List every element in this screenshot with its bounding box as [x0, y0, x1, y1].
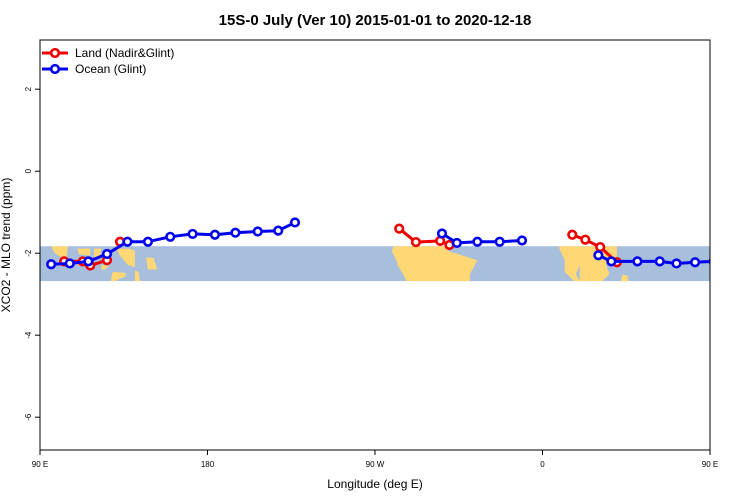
ocean-point — [187, 228, 198, 240]
ocean-point — [252, 226, 263, 237]
legend-marker-land — [49, 47, 61, 59]
land-series-line — [723, 259, 750, 266]
land-point — [580, 234, 591, 245]
y-tick-label: 0 — [24, 168, 33, 173]
ocean-point — [690, 257, 701, 268]
x-tick-label: 90 E — [32, 460, 48, 469]
chart-title: 15S-0 July (Ver 10) 2015-01-01 to 2020-1… — [219, 12, 532, 29]
x-tick-label: 180 — [201, 460, 215, 469]
x-tick-label: 90 E — [702, 460, 718, 469]
y-axis: 2 0 -2 -4 -6 — [24, 86, 40, 421]
y-tick-label: 2 — [24, 86, 33, 91]
land-mass — [740, 260, 750, 266]
ocean-point — [64, 258, 75, 269]
ocean-point — [436, 228, 448, 239]
plot-frame — [39, 39, 711, 451]
ocean-point — [230, 227, 241, 238]
y-tick-label: -6 — [24, 413, 33, 421]
land-mass — [559, 246, 582, 282]
ocean-point — [46, 259, 57, 270]
land-mass — [101, 264, 109, 270]
land-mass — [620, 274, 629, 282]
x-axis: 90 E 180 90 W 0 90 E — [32, 450, 718, 469]
ocean-point — [289, 217, 301, 228]
land-point — [730, 258, 738, 266]
land-point — [394, 223, 405, 234]
ocean-point — [101, 248, 113, 260]
ocean-point — [451, 237, 462, 249]
ocean-point — [209, 229, 221, 240]
ocean-point — [516, 235, 528, 246]
ocean-point — [472, 236, 483, 247]
ocean-point — [273, 225, 284, 236]
ocean-point — [122, 236, 133, 247]
legend: Land (Nadir&Glint) Ocean (Glint) — [42, 46, 174, 76]
land-mass — [721, 246, 738, 260]
y-tick-label: -4 — [24, 331, 33, 339]
legend-marker-ocean — [49, 63, 61, 75]
land-series-line — [571, 233, 618, 264]
land-mass — [134, 270, 141, 282]
land-mass — [146, 257, 158, 270]
ocean-point — [142, 236, 154, 247]
land-point — [567, 229, 578, 240]
y-tick-label: -2 — [24, 249, 33, 257]
ocean-point — [708, 257, 710, 265]
x-tick-label: 0 — [540, 460, 545, 469]
ocean-point — [730, 250, 738, 258]
legend-label-ocean: Ocean (Glint) — [75, 62, 146, 76]
ocean-point — [671, 258, 682, 269]
ocean-series-line — [597, 253, 710, 265]
ocean-point — [494, 236, 505, 247]
x-tick-label: 90 W — [366, 460, 385, 469]
ocean-point — [83, 256, 94, 267]
ocean-point — [632, 256, 643, 267]
y-axis-label: XCO2 - MLO trend (ppm) — [0, 178, 13, 313]
x-axis-label: Longitude (deg E) — [327, 477, 422, 491]
land-mass — [77, 248, 91, 256]
land-point — [719, 258, 727, 266]
land-point — [410, 237, 422, 248]
land-mass — [391, 246, 478, 282]
ocean-point — [165, 231, 176, 242]
land-mass — [110, 271, 126, 282]
ocean-point — [593, 250, 604, 261]
ocean-point — [606, 256, 617, 267]
map-strip — [40, 246, 750, 282]
land-point — [595, 241, 606, 253]
land-mass — [116, 248, 135, 268]
ocean-point — [654, 256, 665, 267]
legend-label-land: Land (Nadir&Glint) — [75, 46, 174, 60]
